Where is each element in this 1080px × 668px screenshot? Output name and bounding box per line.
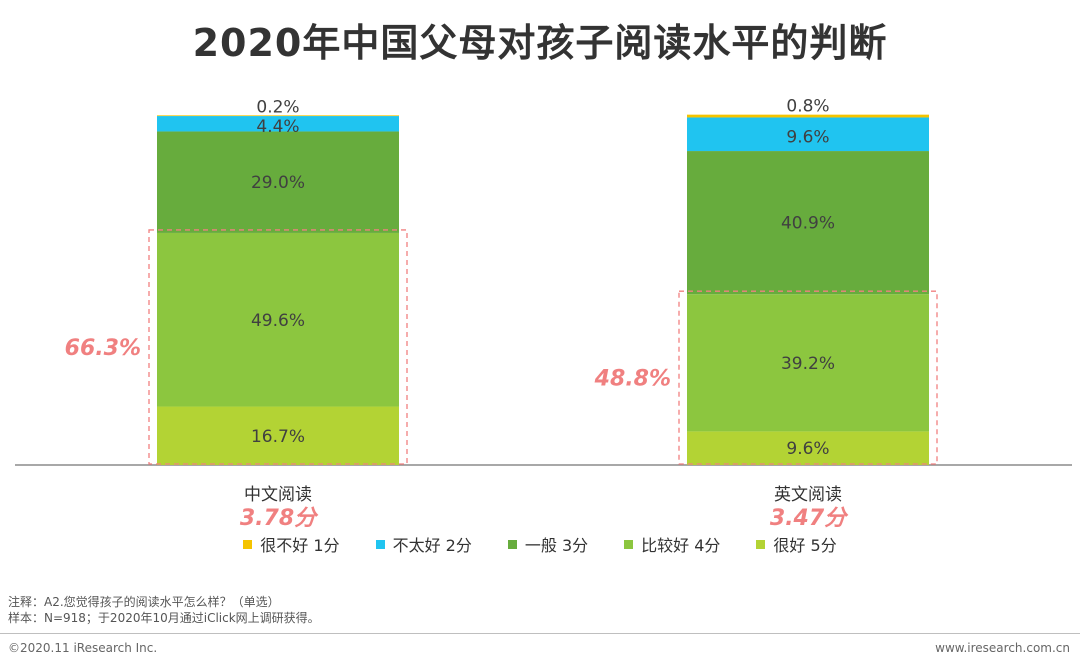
data-label: 39.2% — [781, 354, 835, 374]
legend-item: 很好 5分 — [756, 532, 837, 556]
copyright: ©2020.11 iResearch Inc. — [8, 641, 158, 655]
bar-segment — [157, 116, 399, 132]
legend: 很不好 1分 不太好 2分 一般 3分 比较好 4分 很好 5分 — [0, 532, 1080, 556]
website: www.iresearch.com.cn — [935, 641, 1070, 655]
footer-divider — [0, 633, 1080, 634]
legend-label: 很不好 1分 — [260, 536, 340, 555]
bar-segment — [687, 114, 929, 118]
bar-segment — [687, 151, 929, 295]
data-label: 16.7% — [251, 427, 305, 447]
annotation-label: 66.3% — [65, 336, 141, 361]
legend-item: 不太好 2分 — [375, 532, 472, 556]
bar-segment — [157, 232, 399, 407]
annotation-label: 48.8% — [594, 367, 671, 392]
category-score: 3.78分 — [240, 506, 319, 530]
legend-item: 一般 3分 — [507, 532, 589, 556]
legend-label: 不太好 2分 — [392, 536, 472, 555]
legend-label: 比较好 4分 — [641, 536, 721, 555]
legend-swatch — [375, 539, 385, 549]
sample-text: 样本：N=918；于2020年10月通过iClick网上调研获得。 — [8, 611, 320, 625]
legend-item: 比较好 4分 — [624, 532, 720, 556]
chart-title: 2020年中国父母对孩子阅读水平的判断 — [192, 21, 888, 65]
category-label: 中文阅读 — [244, 485, 312, 505]
notes: 注释：A2.您觉得孩子的阅读水平怎么样？（单选） 样本：N=918；于2020年… — [8, 594, 320, 626]
legend-label: 一般 3分 — [524, 536, 589, 555]
data-label: 40.9% — [781, 214, 835, 234]
data-label: 49.6% — [251, 311, 305, 331]
legend-swatch — [624, 539, 634, 549]
category-label: 英文阅读 — [774, 485, 842, 505]
highlight-box — [148, 229, 408, 465]
legend-label: 很好 5分 — [773, 536, 837, 555]
data-label: 0.2% — [256, 97, 299, 117]
legend-swatch — [507, 539, 517, 549]
data-label: 0.8% — [786, 97, 829, 117]
data-label: 29.0% — [251, 173, 305, 193]
data-label: 9.6% — [786, 439, 829, 459]
legend-swatch — [756, 539, 766, 549]
data-label: 4.4% — [256, 117, 299, 137]
note-text: 注释：A2.您觉得孩子的阅读水平怎么样？（单选） — [8, 595, 280, 609]
category-score: 3.47分 — [770, 506, 849, 530]
bar-segment — [687, 117, 929, 152]
bar-segment — [687, 431, 929, 465]
legend-item: 很不好 1分 — [243, 532, 340, 556]
bar-segment — [687, 294, 929, 432]
highlight-box — [678, 290, 938, 465]
bar-segment — [157, 131, 399, 233]
bar-segment — [157, 115, 399, 117]
data-label: 9.6% — [786, 127, 829, 147]
legend-swatch — [243, 539, 253, 549]
bar-segment — [157, 406, 399, 465]
